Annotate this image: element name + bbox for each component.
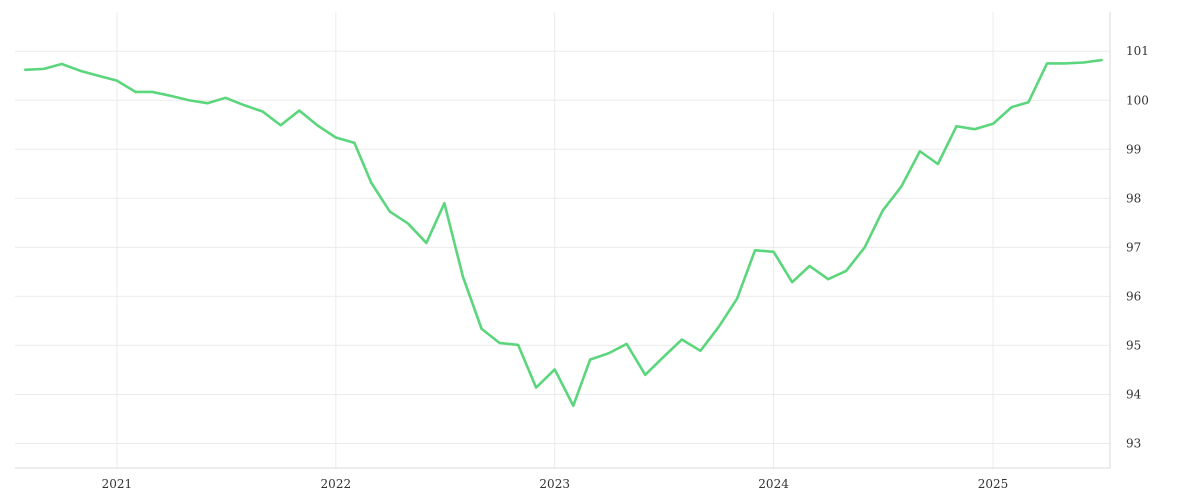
y-tick-label: 96: [1126, 289, 1141, 303]
y-tick-label: 94: [1126, 387, 1142, 401]
horizontal-gridlines: [15, 50, 1110, 444]
series-line: [23, 58, 1103, 408]
y-tick-labels: 93 94 95 96 97 98 99 100 101: [1126, 44, 1149, 450]
y-tick-label: 97: [1126, 240, 1141, 254]
y-tick-label: 95: [1126, 338, 1141, 352]
y-tick-label: 98: [1126, 191, 1141, 205]
x-tick-label: 2024: [758, 477, 789, 491]
x-tick-labels: 2021 2022 2023 2024 2025: [102, 477, 1009, 491]
y-tick-label: 99: [1126, 142, 1141, 156]
x-tick-label: 2022: [321, 477, 352, 491]
vertical-gridlines: [116, 12, 994, 468]
x-tick-label: 2021: [102, 477, 133, 491]
y-tick-label: 101: [1126, 44, 1149, 58]
x-tick-label: 2025: [978, 477, 1009, 491]
x-tick-label: 2023: [539, 477, 570, 491]
y-tick-label: 100: [1126, 93, 1149, 107]
y-tick-label: 93: [1126, 436, 1141, 450]
